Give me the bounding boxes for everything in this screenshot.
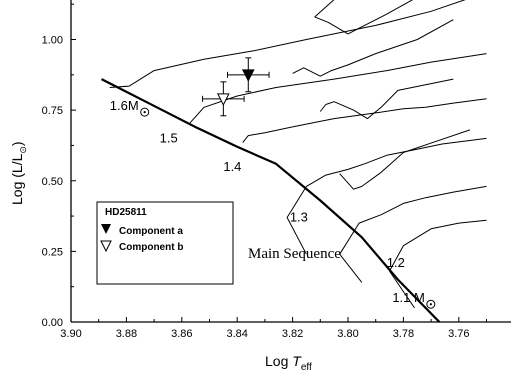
main-sequence [101, 78, 441, 322]
data-point-a [227, 57, 270, 93]
legend-label-b: Component b [119, 242, 183, 253]
track-1-1 [389, 219, 487, 309]
y-axis-title: Log (L/L⊙) [9, 141, 28, 205]
x-tick-label: 3.78 [393, 328, 414, 340]
x-tick-label: 3.84 [226, 328, 247, 340]
triangle-marker [217, 93, 230, 106]
track-1-4-hook [319, 78, 454, 120]
track-1-4 [242, 98, 487, 143]
data-point-b [202, 81, 245, 117]
y-tick-label: 0.75 [42, 105, 63, 117]
mass-label-sun: 1.1 M [392, 290, 425, 305]
mass-label: 1.3 [290, 210, 308, 225]
data-points [202, 57, 270, 117]
main-sequence-label: Main Sequence [248, 246, 341, 262]
sun-symbol-dot [429, 303, 432, 306]
sun-symbol-icon [140, 107, 150, 117]
mass-label: 1.2 [387, 255, 405, 270]
track-1-6 [109, 0, 466, 88]
legend-marker-a [101, 224, 111, 234]
triangle-marker [241, 69, 255, 82]
x-tick-label: 3.76 [448, 328, 469, 340]
x-tick-label: 3.80 [337, 328, 358, 340]
x-tick-label: 3.86 [171, 328, 192, 340]
track-1-3 [286, 137, 487, 255]
track-1-5 [189, 53, 487, 124]
legend: HD25811 Component a Component b [96, 201, 234, 285]
y-tick-label: 0.50 [42, 176, 63, 188]
track-1-3-hook [339, 129, 471, 190]
legend-label-a: Component a [119, 226, 183, 237]
mass-label: 1.4 [223, 159, 241, 174]
plot-frame [70, 0, 511, 323]
x-tick-label: 3.82 [282, 328, 303, 340]
axis-ticks: 3.90 3.88 3.86 3.84 3.82 3.80 3.78 3.76 0.00 0.25… [42, 3, 487, 340]
y-tick-label: 1.00 [42, 35, 63, 47]
x-tick-label: 3.88 [116, 328, 137, 340]
y-tick-label: 0.00 [42, 317, 63, 329]
y-tick-label: 0.25 [42, 246, 63, 258]
x-axis-title: Log Teff [265, 353, 312, 373]
sun-symbol-icon [426, 299, 436, 309]
evolutionary-tracks [109, 0, 487, 309]
svg-text:Log (L/L⊙): Log (L/L⊙) [9, 141, 28, 205]
mass-labels: 1.5 1.4 1.3 1.2 1.6M 1.1 M [110, 98, 436, 309]
track-1-5-hook [292, 19, 454, 77]
mass-label-sun: 1.6M [110, 98, 139, 113]
x-tick-label: 3.90 [60, 328, 81, 340]
legend-title: HD25811 [105, 207, 147, 218]
main-sequence-line [101, 78, 441, 322]
track-1-2 [339, 185, 487, 283]
legend-marker-b [100, 240, 112, 253]
mass-label: 1.5 [160, 131, 178, 146]
track-1-6-hook [314, 0, 414, 35]
sun-symbol-dot [143, 111, 146, 114]
